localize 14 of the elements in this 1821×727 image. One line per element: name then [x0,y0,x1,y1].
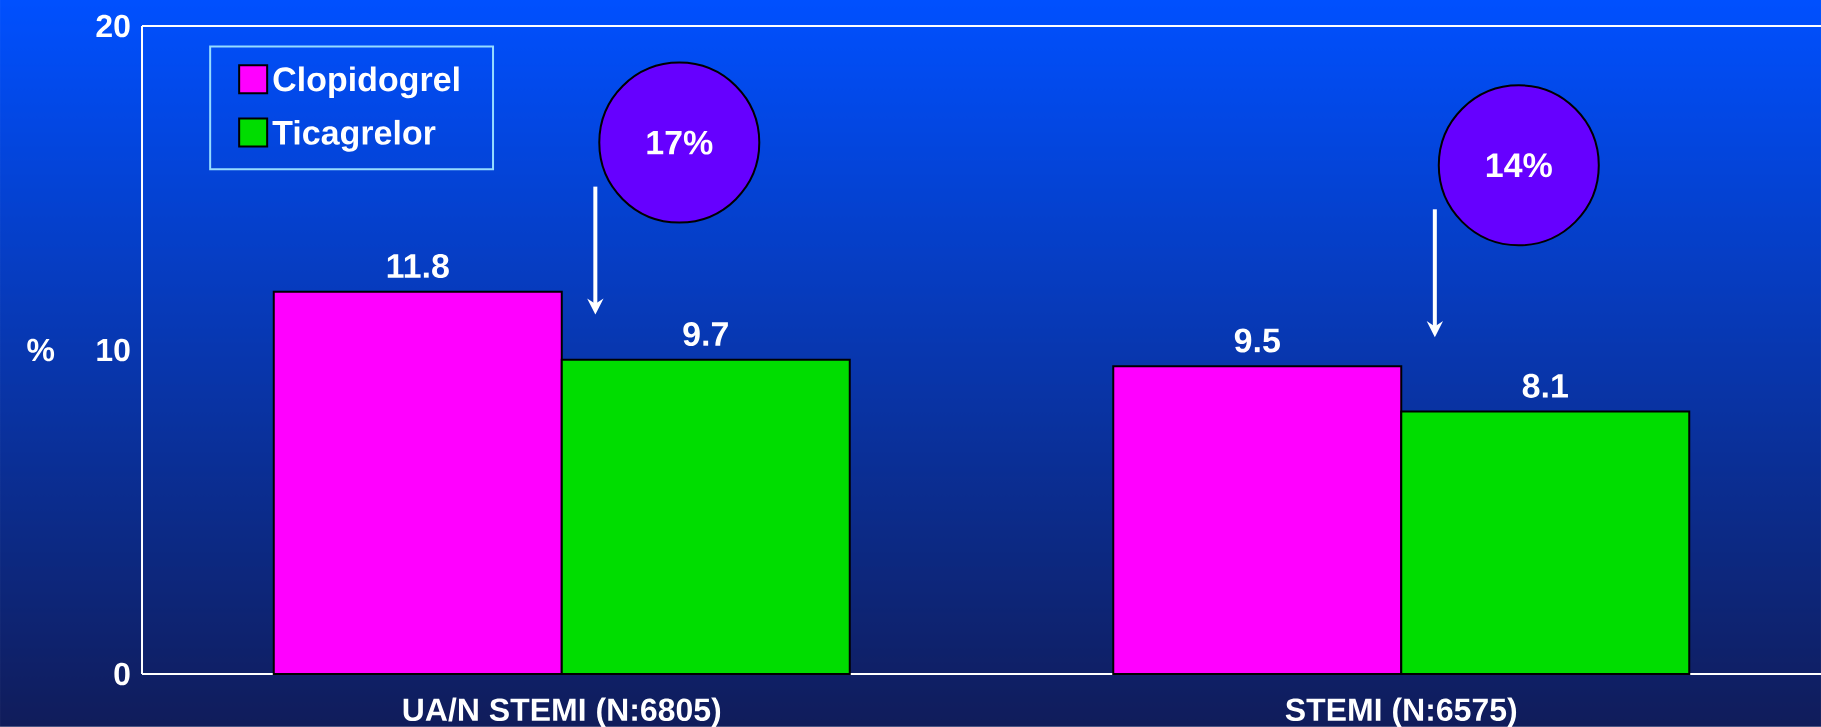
y-tick-label: 10 [97,338,130,362]
data-label: 9.7 [683,321,728,347]
data-label: 8.1 [1522,373,1568,398]
annotation: 17% [647,130,713,155]
data-label: 11.8 [387,253,449,279]
annotation: 14% [1486,153,1552,178]
x-tick-label: STEMI (N:6575) [1285,697,1517,727]
y-tick-label: 0 [114,662,130,686]
y-axis-title: % [27,338,55,362]
y-tick-label: 20 [96,14,130,38]
legend-label: Ticagrelor [272,119,436,152]
legend-label: Clopidogrel [273,66,459,99]
data-label: 9.5 [1234,328,1280,353]
x-tick-label: UA/N STEMI (N:6805) [403,697,721,727]
